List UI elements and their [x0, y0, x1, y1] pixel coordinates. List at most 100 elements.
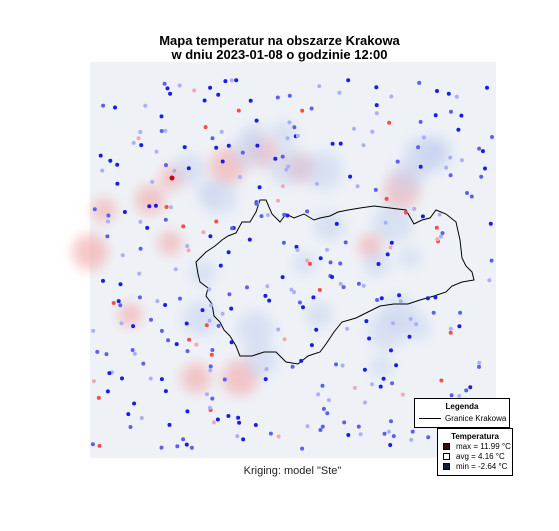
- station-point: [120, 253, 125, 258]
- min-label: min = -2.64 °C: [456, 461, 508, 471]
- station-point: [417, 80, 422, 85]
- station-point: [485, 85, 489, 90]
- station-point: [259, 214, 264, 219]
- station-point: [389, 419, 393, 424]
- station-point: [253, 423, 258, 427]
- station-point: [285, 136, 290, 141]
- station-point: [435, 237, 440, 242]
- legend-min: min = -2.64 °C: [438, 461, 512, 471]
- kriging-caption: Kriging: model "Ste": [243, 465, 342, 477]
- station-point: [153, 203, 158, 208]
- station-point: [433, 113, 438, 118]
- cold-area: [303, 151, 343, 191]
- max-label: max = 11.99 °C: [456, 441, 511, 451]
- station-point: [389, 348, 393, 353]
- station-point: [100, 168, 105, 173]
- station-point: [340, 363, 345, 368]
- cold-area: [182, 301, 219, 337]
- station-point: [96, 395, 101, 400]
- station-point: [320, 383, 325, 388]
- station-point: [149, 317, 153, 322]
- station-point: [248, 98, 253, 103]
- station-point: [383, 220, 388, 225]
- station-point: [95, 349, 100, 354]
- cold-area: [243, 343, 278, 378]
- station-point: [276, 434, 281, 439]
- station-point: [305, 258, 310, 263]
- station-point: [245, 285, 249, 290]
- station-point: [469, 194, 474, 199]
- station-point: [131, 140, 136, 145]
- station-point: [132, 351, 137, 356]
- station-point: [222, 377, 227, 382]
- station-point: [299, 358, 304, 363]
- station-point: [241, 437, 246, 442]
- station-point: [384, 196, 389, 201]
- station-point: [439, 378, 444, 383]
- station-point: [174, 342, 179, 347]
- station-point: [438, 234, 443, 239]
- station-point: [159, 114, 164, 119]
- station-point: [459, 113, 464, 118]
- station-point: [159, 377, 164, 382]
- station-point: [126, 412, 131, 417]
- station-point: [280, 275, 285, 280]
- station-point: [226, 414, 231, 418]
- station-point: [446, 91, 451, 96]
- station-point: [420, 214, 425, 219]
- station-point: [449, 109, 453, 114]
- cold-area: [389, 161, 424, 196]
- station-point: [407, 334, 412, 339]
- station-point: [400, 392, 405, 397]
- station-point: [257, 185, 262, 190]
- station-point: [346, 433, 351, 437]
- station-point: [226, 250, 231, 255]
- station-point: [448, 173, 453, 178]
- station-point: [397, 293, 402, 298]
- station-point: [163, 128, 168, 133]
- station-point: [268, 431, 273, 436]
- cold-area: [200, 177, 238, 215]
- station-point: [468, 385, 473, 390]
- station-point: [418, 164, 423, 169]
- station-point: [286, 164, 291, 169]
- station-point: [207, 287, 212, 292]
- station-point: [181, 224, 186, 229]
- station-point: [139, 143, 144, 148]
- station-point: [285, 213, 290, 218]
- station-point: [98, 153, 103, 158]
- station-point: [139, 416, 144, 420]
- station-point: [97, 443, 102, 448]
- station-point: [414, 322, 419, 327]
- avg-swatch: [443, 452, 450, 460]
- station-point: [395, 159, 400, 164]
- station-point: [105, 234, 110, 239]
- station-point: [210, 348, 215, 352]
- station-point: [367, 336, 372, 341]
- station-point: [330, 275, 335, 279]
- station-point: [276, 198, 280, 203]
- station-point: [265, 213, 270, 217]
- station-point: [138, 219, 143, 224]
- station-point: [138, 130, 143, 134]
- station-point: [166, 338, 171, 343]
- station-point: [386, 429, 391, 434]
- station-point: [145, 225, 150, 230]
- station-point: [300, 446, 305, 451]
- station-point: [150, 179, 155, 184]
- station-point: [209, 352, 214, 357]
- station-point: [104, 352, 109, 357]
- station-point: [444, 165, 449, 170]
- station-point: [448, 330, 453, 335]
- station-point: [186, 248, 191, 253]
- station-point: [237, 420, 242, 425]
- station-point: [234, 78, 239, 83]
- station-point: [348, 174, 353, 179]
- cold-area: [293, 252, 316, 275]
- station-point: [201, 230, 206, 235]
- station-point: [220, 159, 225, 164]
- station-point: [128, 425, 133, 429]
- station-point: [208, 368, 213, 373]
- station-point: [154, 149, 159, 154]
- station-point: [107, 371, 112, 376]
